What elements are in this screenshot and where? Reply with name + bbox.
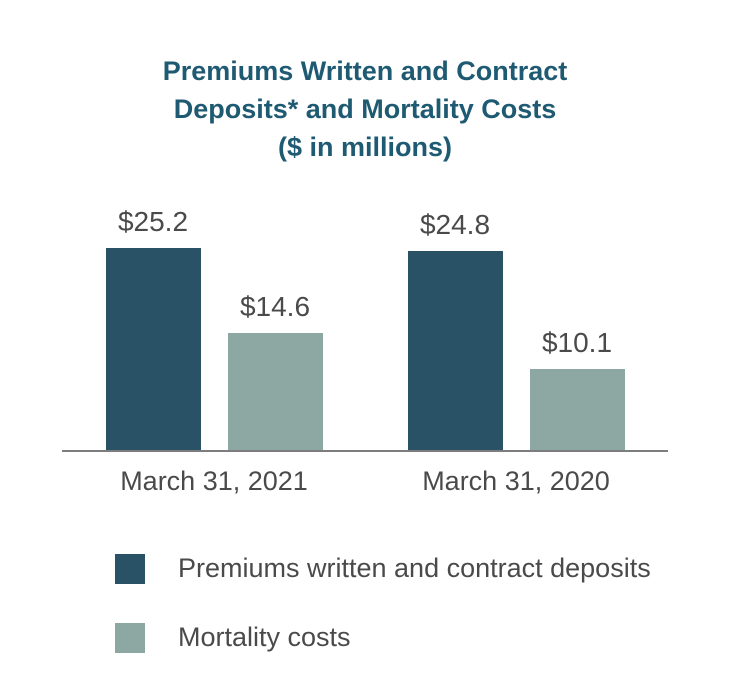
bar-group-march-2021: $25.2 $14.6: [105, 198, 323, 450]
value-label-premiums-2020: $24.8: [419, 209, 491, 241]
legend-item-mortality: Mortality costs: [115, 622, 730, 653]
bar-group-march-2020: $24.8 $10.1: [407, 198, 625, 450]
x-axis-label-2020: March 31, 2020: [422, 466, 610, 496]
value-label-premiums-2021: $25.2: [117, 206, 189, 237]
value-label-mortality-2020: $10.1: [541, 327, 613, 358]
bar-column-mortality-2021: $14.6: [227, 198, 323, 450]
chart-title-line-1: Premiums Written and Contract: [162, 56, 568, 86]
legend-label-premiums: Premiums written and contract deposits: [178, 553, 651, 583]
x-axis-labels: March 31, 2021 March 31, 2020: [0, 466, 730, 497]
chart-title: Premiums Written and Contract Deposits* …: [0, 52, 730, 166]
bar-premiums-2021: [105, 248, 201, 450]
chart-legend: Premiums written and contract deposits M…: [115, 553, 730, 653]
bar-column-mortality-2020: $10.1: [529, 198, 625, 450]
bar-column-premiums-2021: $25.2: [105, 198, 201, 450]
bar-groups: $25.2 $14.6 $24.8 $10.1: [0, 198, 730, 450]
x-axis-label-2021: March 31, 2021: [120, 466, 308, 496]
legend-swatch-premiums: [115, 553, 145, 584]
legend-item-premiums: Premiums written and contract deposits: [115, 553, 730, 584]
chart-title-line-2: Deposits* and Mortality Costs: [173, 94, 557, 124]
chart-title-line-3: ($ in millions): [277, 132, 452, 162]
value-label-mortality-2021: $14.6: [239, 291, 311, 322]
plot-area: $25.2 $14.6 $24.8 $10.1: [0, 198, 730, 497]
legend-label-mortality: Mortality costs: [178, 622, 351, 652]
legend-swatch-mortality: [115, 622, 145, 653]
bar-premiums-2020: [407, 251, 503, 450]
x-axis-line: [62, 450, 668, 452]
bar-mortality-2020: [529, 369, 625, 450]
bar-column-premiums-2020: $24.8: [407, 198, 503, 450]
bar-mortality-2021: [227, 333, 323, 450]
